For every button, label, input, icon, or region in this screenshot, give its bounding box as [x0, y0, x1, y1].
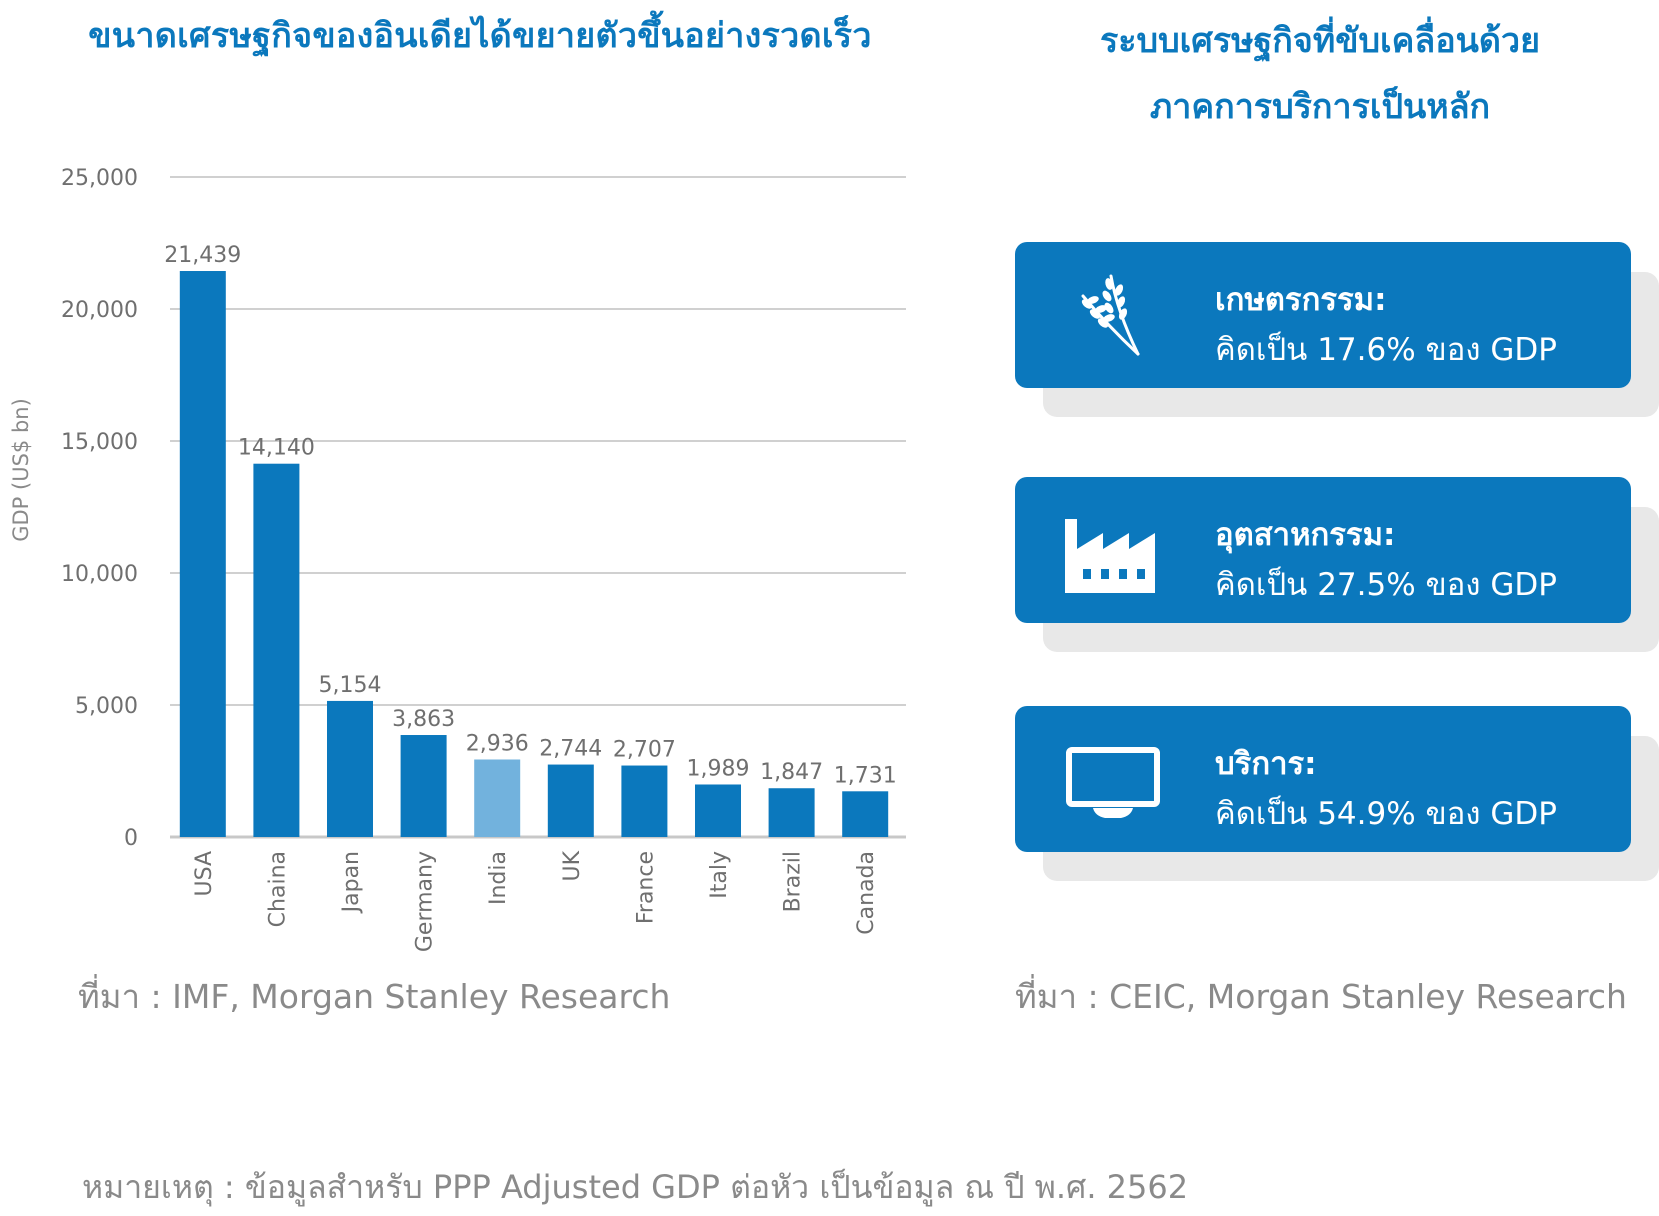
value-label: 1,847	[760, 760, 823, 785]
x-tick-label: Germany	[413, 851, 438, 952]
card-value: คิดเป็น 17.6% ของ GDP	[1215, 332, 1557, 368]
bar-italy	[695, 784, 741, 837]
bar-germany	[400, 735, 447, 837]
value-label: 1,989	[687, 756, 750, 781]
card-body: บริการ: คิดเป็น 54.9% ของ GDP	[1015, 706, 1631, 852]
card-label: อุตสาหกรรม:	[1215, 517, 1396, 553]
bar-france	[621, 765, 668, 837]
gdp-bar-chart: 0 5,000 10,000 15,000 20,000 25,000 21,439 14,…	[9, 166, 906, 952]
bar-canada	[842, 791, 889, 837]
y-tick-label: 25,000	[61, 166, 138, 191]
card-industry: อุตสาหกรรม: คิดเป็น 27.5% ของ GDP	[1015, 477, 1659, 652]
y-tick-label: 5,000	[75, 694, 138, 719]
x-tick-label: Italy	[707, 851, 732, 899]
x-tick-labels: USA Chaina Japan Germany India UK France Italy B…	[192, 850, 879, 952]
wheat-icon	[1063, 266, 1163, 366]
x-tick-label: Chaina	[265, 851, 290, 927]
value-label: 1,731	[834, 763, 897, 788]
y-tick-label: 10,000	[61, 562, 138, 587]
x-tick-label: USA	[192, 851, 217, 897]
card-value: คิดเป็น 27.5% ของ GDP	[1215, 567, 1557, 603]
x-tick-label: Brazil	[781, 851, 806, 912]
value-label: 21,439	[164, 243, 241, 268]
card-label: บริการ:	[1215, 746, 1317, 782]
bar-japan	[327, 700, 373, 837]
sectors-source: ที่มา : CEIC, Morgan Stanley Research	[1015, 977, 1627, 1016]
value-label: 14,140	[238, 436, 315, 461]
x-tick-label: India	[486, 851, 511, 905]
bar-usa	[179, 271, 226, 838]
x-tick-label: Canada	[854, 851, 879, 935]
card-label: เกษตรกรรม:	[1215, 282, 1387, 318]
value-label: 3,863	[392, 707, 455, 732]
value-label: 5,154	[319, 673, 382, 698]
footnote: หมายเหตุ : ข้อมูลสำหรับ PPP Adjusted GDP…	[82, 1168, 1189, 1206]
bars	[179, 271, 889, 838]
y-tick-labels: 0 5,000 10,000 15,000 20,000 25,000	[61, 166, 138, 851]
card-value: คิดเป็น 54.9% ของ GDP	[1215, 796, 1557, 832]
y-tick-label: 20,000	[61, 298, 138, 323]
chart-source: ที่มา : IMF, Morgan Stanley Research	[78, 977, 671, 1016]
x-tick-label: Japan	[339, 851, 364, 914]
chart-title: ขนาดเศรษฐกิจของอินเดียได้ขยายตัวขึ้นอย่า…	[88, 16, 872, 56]
value-label: 2,707	[613, 738, 676, 763]
y-tick-label: 15,000	[61, 430, 138, 455]
bar-india	[474, 759, 521, 837]
card-body: อุตสาหกรรม: คิดเป็น 27.5% ของ GDP	[1015, 477, 1631, 623]
sectors-title: ระบบเศรษฐกิจที่ขับเคลื่อนด้วย ภาคการบริก…	[1000, 8, 1640, 140]
monitor-icon	[1063, 730, 1163, 830]
card-services: บริการ: คิดเป็น 54.9% ของ GDP	[1015, 706, 1659, 881]
value-labels: 21,439 14,140 5,154 3,863 2,936 2,744 2,707 1,9…	[164, 243, 896, 788]
card-agriculture: เกษตรกรรม: คิดเป็น 17.6% ของ GDP	[1015, 242, 1659, 417]
value-label: 2,936	[466, 731, 529, 756]
bar-brazil	[768, 788, 815, 837]
card-body: เกษตรกรรม: คิดเป็น 17.6% ของ GDP	[1015, 242, 1631, 388]
bar-uk	[547, 764, 594, 837]
x-tick-label: UK	[560, 850, 585, 881]
x-tick-label: France	[633, 851, 658, 924]
sectors-title-line1: ระบบเศรษฐกิจที่ขับเคลื่อนด้วย	[1099, 21, 1541, 61]
factory-icon	[1063, 501, 1163, 601]
y-tick-label: 0	[124, 826, 138, 851]
y-axis-label: GDP (US$ bn)	[9, 398, 33, 542]
value-label: 2,744	[539, 737, 602, 762]
sectors-title-line2: ภาคการบริการเป็นหลัก	[1149, 87, 1491, 127]
bar-chaina	[253, 463, 300, 837]
